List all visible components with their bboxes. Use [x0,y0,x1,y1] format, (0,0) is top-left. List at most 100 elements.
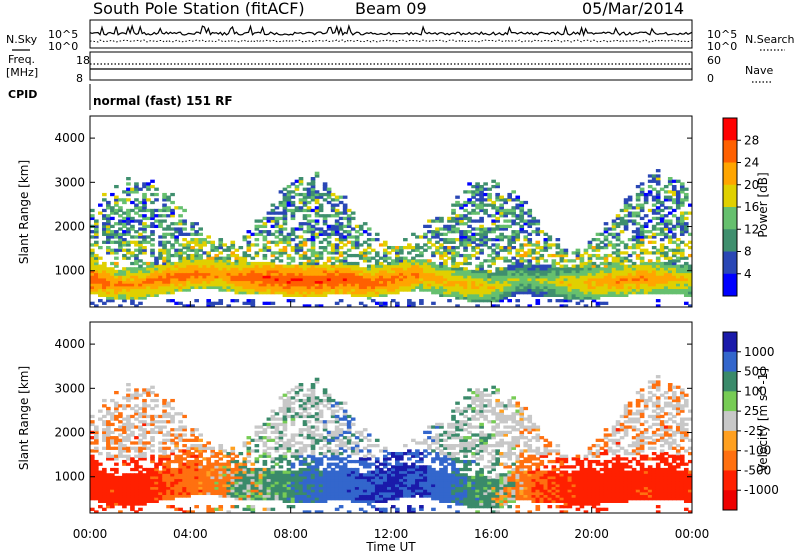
power-cell [338,291,344,295]
power-cell [463,293,468,297]
velocity-cell [138,454,143,458]
velocity-cell [274,436,280,440]
power-cell [639,238,645,242]
velocity-cell [298,406,304,411]
power-cell [659,251,665,255]
power-cell [150,248,155,252]
power-cell [386,264,392,268]
power-cell [286,291,292,295]
power-cell [142,245,147,250]
power-cell [491,238,496,242]
power-cell [354,293,360,297]
power-cell [639,283,645,287]
power-cell [106,227,111,231]
power-cell [310,277,316,282]
power-cell [515,259,521,263]
power-cell [419,301,424,305]
power-cell [238,272,244,276]
power-cell [507,264,512,268]
power-cell [146,288,151,292]
power-cell [683,224,689,229]
velocity-cell [226,467,232,472]
velocity-cell [302,414,308,419]
power-cell [407,272,412,276]
velocity-cell [238,467,244,472]
power-cell [427,261,432,266]
velocity-cell [174,489,179,493]
velocity-cell [114,502,119,506]
power-cell [94,219,99,223]
power-cell [178,261,183,266]
power-cell [491,291,496,295]
velocity-cell [150,457,155,461]
velocity-cell [126,428,131,432]
power-cell [475,267,480,271]
power-cell [495,299,500,303]
power-cell [182,232,187,236]
power-cell [655,299,661,303]
power-cell [370,275,376,279]
velocity-cell [266,483,272,488]
power-cell [535,272,541,276]
velocity-cell [110,412,115,416]
velocity-cell [314,420,320,424]
power-cell [479,251,484,255]
power-cell [138,200,143,205]
velocity-cell [106,436,111,440]
power-cell [611,261,617,266]
velocity-cell [166,470,171,474]
power-cell [386,288,392,292]
velocity-cell [166,497,171,501]
power-cell [407,285,412,290]
power-cell [206,277,211,282]
power-cell [583,285,589,290]
power-cell [539,245,545,250]
velocity-cell [286,481,292,485]
power-cell [98,267,103,271]
velocity-cell [126,502,131,506]
power-cell [346,232,352,236]
power-cell [555,243,561,247]
velocity-cell [142,491,147,496]
power-cell [226,253,232,258]
velocity-cell [306,396,312,400]
power-cell [370,264,376,268]
power-heatmap [90,169,692,307]
power-cell [294,206,300,210]
velocity-cell [282,483,288,488]
power-cell [366,259,372,263]
power-cell [495,280,500,284]
power-cell [539,288,545,292]
power-cell [338,299,344,303]
velocity-cell [170,451,175,456]
power-cell [146,208,151,213]
power-cell [298,269,304,274]
power-cell [587,267,593,271]
power-cell [290,238,296,242]
power-cell [583,261,589,266]
power-cell [278,272,284,276]
velocity-cell [282,414,288,419]
power-cell [318,277,324,282]
power-cell [403,267,408,271]
velocity-cell [234,505,240,509]
power-cell [346,240,352,244]
power-cell [334,275,340,279]
velocity-cell [314,428,320,432]
power-cell [258,288,264,292]
power-cell [334,238,340,242]
power-cell [174,253,179,258]
power-cell [138,187,143,191]
power-cell [535,245,541,250]
power-cell [551,280,557,284]
velocity-cell [194,486,199,490]
velocity-cell [158,483,163,488]
power-cell [162,203,167,207]
power-cell [154,269,159,274]
power-cell [338,216,344,221]
velocity-cell [302,422,308,427]
power-cell [270,264,276,268]
power-cell [310,235,316,239]
velocity-cell [294,393,300,397]
power-cell [683,230,689,234]
